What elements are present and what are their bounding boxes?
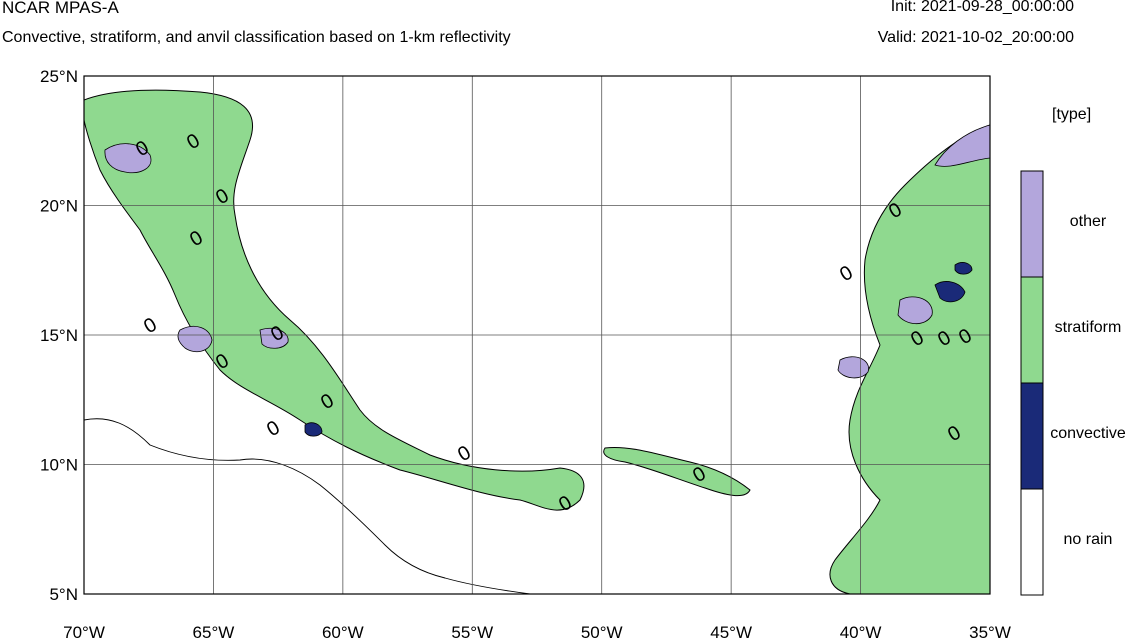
lat-tick-label: 25°N — [40, 67, 78, 86]
lon-tick-label: 40°W — [840, 623, 882, 641]
stratiform-region — [84, 89, 585, 511]
other-region — [934, 124, 990, 167]
legend-swatch-no-rain — [1020, 488, 1044, 596]
other-region — [104, 143, 152, 174]
lon-tick-label: 70°W — [63, 623, 105, 641]
stratiform-region — [603, 446, 751, 497]
plot-subtitle: Convective, stratiform, and anvil classi… — [2, 29, 511, 46]
plot-frame — [83, 75, 991, 595]
contour-label: 0 — [263, 417, 284, 442]
lon-tick-label: 55°W — [451, 623, 493, 641]
contour-label: 0 — [454, 442, 475, 467]
contour-label: 0 — [836, 262, 857, 287]
init-time: Init: 2021-09-28_00:00:00 — [890, 0, 1074, 15]
convective-region — [934, 281, 966, 303]
precip-field — [84, 89, 990, 594]
lon-tick-label: 35°W — [969, 623, 1011, 641]
convective-region — [954, 262, 973, 275]
plot-title: NCAR MPAS-A — [2, 0, 119, 17]
convective-region — [304, 422, 323, 437]
valid-time: Valid: 2021-10-02_20:00:00 — [877, 29, 1074, 46]
other-region — [837, 356, 869, 379]
graticule — [84, 76, 990, 594]
lon-tick-label: 60°W — [322, 623, 364, 641]
lon-tick-label: 65°W — [193, 623, 235, 641]
coastline — [83, 418, 531, 595]
contour-label: 0 — [140, 314, 161, 339]
longitude-axis: 70°W 65°W 60°W 55°W 50°W 45°W 40°W 35°W — [63, 623, 1011, 641]
lon-tick-label: 50°W — [581, 623, 623, 641]
lat-tick-label: 20°N — [40, 197, 78, 216]
lon-tick-label: 45°W — [710, 623, 752, 641]
legend-label-stratiform: stratiform — [1054, 319, 1122, 336]
legend-label-no-rain: no rain — [1063, 531, 1113, 548]
lat-tick-label: 10°N — [40, 456, 78, 475]
legend-label-convective: convective — [1050, 425, 1126, 442]
lat-tick-label: 15°N — [40, 326, 78, 345]
latitude-axis: 25°N 20°N 15°N 10°N 5°N — [40, 67, 78, 604]
other-region — [897, 296, 933, 325]
legend-title: [type] — [1052, 106, 1092, 123]
legend-label-other: other — [1069, 213, 1107, 230]
other-region — [259, 327, 289, 349]
lat-tick-label: 5°N — [49, 585, 78, 604]
other-region — [177, 326, 213, 353]
legend-colorbar — [1020, 170, 1044, 596]
